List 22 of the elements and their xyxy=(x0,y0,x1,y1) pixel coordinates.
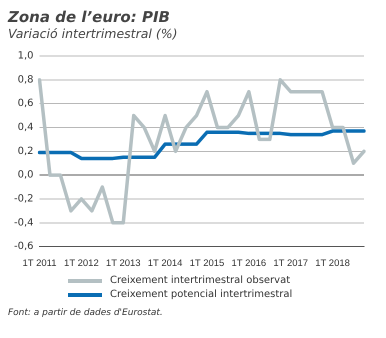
x-tick-label: 1T 2016 xyxy=(232,258,266,269)
y-tick-label: -0,6 xyxy=(14,241,34,252)
y-tick-label: -0,2 xyxy=(14,194,34,205)
x-tick-label: 1T 2012 xyxy=(64,258,99,269)
legend-label: Creixement potencial intertrimestral xyxy=(110,288,292,302)
x-tick-label: 1T 2015 xyxy=(190,258,224,269)
x-tick-label: 1T 2017 xyxy=(273,258,308,269)
y-tick-label: 0,0 xyxy=(18,170,34,181)
x-tick-label: 1T 2018 xyxy=(315,258,350,269)
y-tick-label: 1,0 xyxy=(18,50,34,62)
y-tick-label: -0,4 xyxy=(14,217,34,228)
chart-subtitle: Variació intertrimestral (%) xyxy=(8,26,178,42)
chart-title: Zona de l’euro: PIB xyxy=(8,8,171,26)
y-tick-label: 0,2 xyxy=(18,146,34,157)
y-tick-label: 0,8 xyxy=(18,74,34,86)
x-tick-label: 1T 2011 xyxy=(22,258,57,269)
x-tick-label: 1T 2014 xyxy=(148,258,182,269)
x-tick-label: 1T 2013 xyxy=(106,258,141,269)
y-tick-label: 0,6 xyxy=(18,98,34,110)
text: Font: a partir de dades d'Eurostat. xyxy=(8,308,164,318)
legend-label: Creixement intertrimestral observat xyxy=(110,274,290,288)
y-tick-label: 0,4 xyxy=(18,122,34,134)
